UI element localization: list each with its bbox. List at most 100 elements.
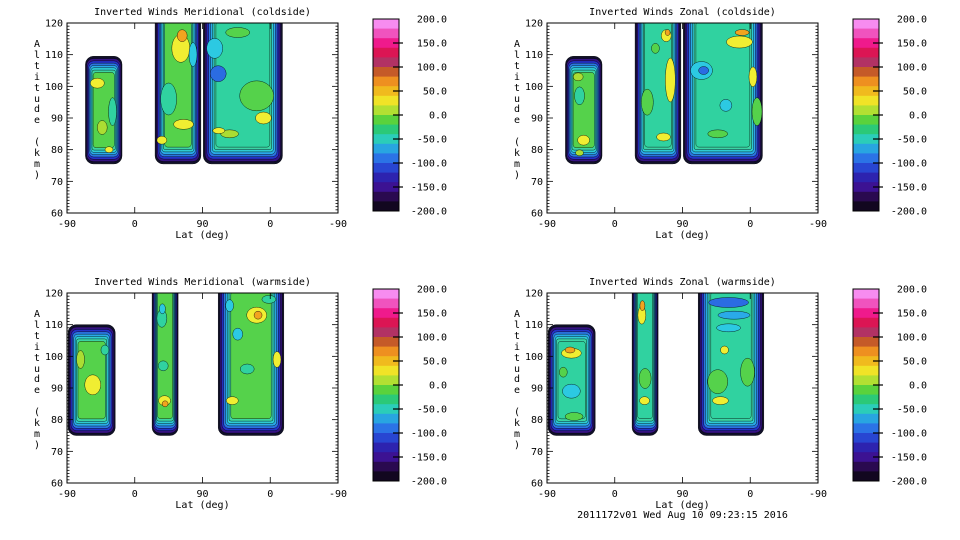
colorbar-band [853,76,879,87]
colorbar-label: -100.0 [411,159,447,170]
y-axis-label: A l t i t u d e ( k m ) [513,309,521,451]
colorbar-band [373,115,399,125]
colorbar-label: -200.0 [891,477,927,488]
x-tick-label: 0 [267,219,273,230]
colorbar-band [853,298,879,309]
x-tick-label: 90 [676,219,688,230]
colorbar-band [373,298,399,309]
colorbar-band [373,153,399,164]
y-tick-label: 110 [45,50,63,61]
colorbar-label: 200.0 [897,15,927,26]
colorbar-band [853,28,879,39]
colorbar-band [853,356,879,367]
y-tick-label: 70 [51,177,63,188]
colorbar-band [373,413,399,424]
colorbar-label: 200.0 [417,285,447,296]
y-tick-label: 60 [531,209,543,220]
y-tick-label: 110 [45,320,63,331]
colorbar-band [373,172,399,183]
y-tick-label: 110 [525,50,543,61]
colorbar-band [853,365,879,376]
x-tick-label: -90 [58,489,76,500]
colorbar-band [853,124,879,135]
y-tick-label: 120 [45,289,63,300]
plot-title: Inverted Winds Zonal (coldside) [589,7,776,18]
colorbar-band [373,375,399,386]
colorbar-band [853,201,879,212]
colorbar-label: 100.0 [897,333,927,344]
y-axis-label: A l t i t u d e ( k m ) [33,39,41,181]
colorbar-label: 100.0 [897,63,927,74]
x-tick-label: 90 [676,489,688,500]
colorbar-band [373,19,399,29]
colorbar-label: 150.0 [417,309,447,320]
x-tick-label: 90 [196,489,208,500]
colorbar-label: -150.0 [891,453,927,464]
x-axis-label: Lat (deg) [655,230,710,241]
colorbar-band [373,105,399,116]
axis-ticks [546,22,819,214]
colorbar-band [373,365,399,376]
y-tick-label: 60 [51,479,63,490]
colorbar-band [373,86,399,97]
colorbar-band [373,423,399,434]
colorbar-band [853,182,879,193]
colorbar-label: -50.0 [417,405,447,416]
colorbar-label: 50.0 [903,357,927,368]
colorbar-band [853,442,879,453]
colorbar-band [373,134,399,145]
colorbar-band [373,346,399,357]
y-tick-label: 110 [525,320,543,331]
plot-title: Inverted Winds Zonal (warmside) [589,277,776,288]
colorbar-label: 150.0 [897,39,927,50]
colorbar-band [853,394,879,405]
y-tick-label: 100 [525,82,543,93]
colorbar-band [853,327,879,338]
y-tick-label: 120 [525,289,543,300]
colorbar-band [373,95,399,106]
colorbar-band [853,471,879,482]
y-tick-label: 70 [531,447,543,458]
y-tick-label: 90 [531,114,543,125]
colorbar-band [373,461,399,472]
colorbar-band [853,115,879,125]
colorbar-label: -50.0 [897,135,927,146]
y-tick-label: 90 [51,114,63,125]
y-tick-label: 100 [45,82,63,93]
x-tick-label: 0 [747,489,753,500]
x-axis-label: Lat (deg) [655,500,710,511]
colorbar-band [373,452,399,463]
y-tick-label: 80 [531,145,543,156]
colorbar-label: 50.0 [903,87,927,98]
y-tick-label: 70 [531,177,543,188]
colorbar-band [853,461,879,472]
axis-ticks [546,292,819,484]
colorbar-band [373,76,399,87]
colorbar-band [853,337,879,347]
colorbar-label: -200.0 [411,477,447,488]
y-tick-label: 100 [45,352,63,363]
plot-title: Inverted Winds Meridional (warmside) [94,277,311,288]
x-tick-label: 0 [132,489,138,500]
colorbar-band [853,134,879,145]
x-tick-label: 0 [612,219,618,230]
y-tick-label: 80 [531,415,543,426]
colorbar-band [853,385,879,395]
colorbar-label: -150.0 [891,183,927,194]
colorbar-label: -100.0 [891,159,927,170]
x-tick-label: -90 [538,489,556,500]
y-axis-label: A l t i t u d e ( k m ) [513,39,521,181]
panel-zonal-warmside: Inverted Winds Zonal (warmside) A l t i … [480,270,960,540]
colorbar-band [853,153,879,164]
x-tick-label: -90 [538,219,556,230]
colorbar-band [853,346,879,357]
colorbar-band [853,67,879,77]
y-tick-label: 60 [51,209,63,220]
colorbar-band [373,163,399,173]
colorbar-label: 200.0 [897,285,927,296]
colorbar-label: 0.0 [909,111,927,122]
contour-blobs [67,293,284,436]
